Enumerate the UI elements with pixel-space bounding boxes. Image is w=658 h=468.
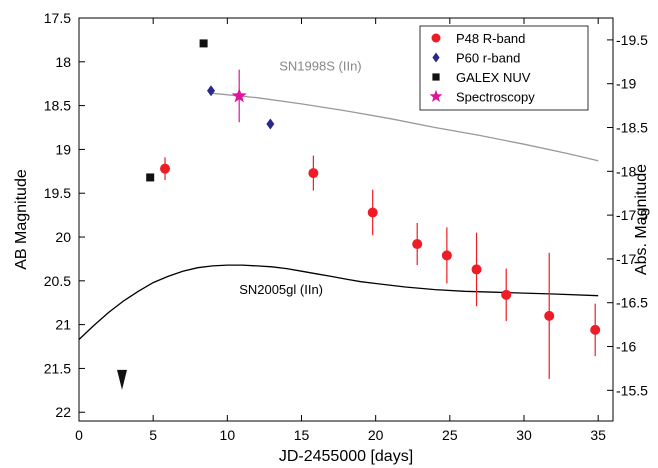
y2-tick-label: -17.5 — [616, 207, 648, 223]
square-marker — [432, 73, 440, 81]
y-tick-label: 22 — [55, 404, 71, 420]
circle-marker — [501, 289, 512, 300]
y-tick-label: 21.5 — [44, 360, 71, 376]
diamond-marker — [207, 85, 216, 97]
y2-tick-label: -19.5 — [616, 32, 648, 48]
legend-label: P48 R-band — [456, 31, 525, 46]
x-tick-label: 25 — [442, 427, 458, 443]
y-tick-label: 17.5 — [44, 10, 71, 26]
x-tick-label: 10 — [220, 427, 236, 443]
y2-tick-label: -15.5 — [616, 382, 648, 398]
x-tick-label: 0 — [75, 427, 83, 443]
y2-tick-label: -18.5 — [616, 120, 648, 136]
legend: P48 R-band P60 r-band GALEX NUV Spectroscop… — [419, 25, 589, 111]
circle-marker — [471, 264, 482, 275]
y-tick-label: 19.5 — [44, 185, 71, 201]
y2-tick-label: -18 — [616, 163, 636, 179]
star-marker — [429, 89, 443, 102]
y2-axis-label: Abs. Magnitude — [633, 164, 650, 275]
y-axis-label: AB Magnitude — [13, 169, 30, 270]
circle-marker — [367, 207, 378, 218]
star-marker — [231, 88, 247, 103]
x-tick-label: 30 — [516, 427, 532, 443]
circle-marker — [590, 324, 601, 335]
y-tick-label: 19 — [55, 141, 71, 157]
error-bars — [164, 69, 596, 379]
x-axis-ticks: 0 5 10 15 20 25 30 35 — [75, 18, 606, 443]
y-tick-label: 21 — [55, 317, 71, 333]
curve-label: SN2005gl (IIn) — [239, 282, 323, 297]
square-marker — [146, 173, 155, 182]
legend-box — [419, 25, 589, 111]
y2-tick-label: -17 — [616, 251, 636, 267]
y-tick-label: 18.5 — [44, 98, 71, 114]
y2-tick-label: -16.5 — [616, 295, 648, 311]
y-tick-label: 20.5 — [44, 273, 71, 289]
circle-marker — [544, 310, 555, 321]
model-curve — [212, 92, 599, 162]
x-tick-label: 20 — [368, 427, 384, 443]
y-axis-ticks: 17.5 18 18.5 19 19.5 20 20.5 21 21.5 22 — [44, 10, 85, 420]
circle-marker — [308, 168, 319, 179]
square-marker — [199, 39, 208, 48]
data-markers — [117, 39, 601, 390]
legend-label: P60 r-band — [456, 51, 520, 66]
legend-label: Spectroscopy — [456, 90, 535, 105]
circle-marker — [441, 250, 452, 261]
x-tick-label: 15 — [294, 427, 310, 443]
circle-marker — [412, 239, 423, 250]
y-tick-label: 18 — [55, 54, 71, 70]
diamond-marker — [266, 118, 275, 130]
x-tick-label: 35 — [590, 427, 606, 443]
upper-limit-marker — [117, 369, 128, 390]
legend-label: GALEX NUV — [456, 70, 531, 85]
y2-tick-label: -19 — [616, 76, 636, 92]
circle-marker — [431, 33, 441, 43]
y-tick-label: 20 — [55, 229, 71, 245]
model-curve — [78, 264, 599, 340]
x-axis-label: JD-2455000 [days] — [279, 448, 413, 465]
y2-axis-ticks: -19.5 -19 -18.5 -18 -17.5 -17 -16.5 -16 -15.5 — [607, 32, 648, 398]
model-curves: SN1998S (IIn) SN2005gl (IIn) — [78, 59, 599, 340]
y2-tick-label: -16 — [616, 339, 636, 355]
x-tick-label: 5 — [149, 427, 157, 443]
curve-label: SN1998S (IIn) — [279, 59, 361, 74]
diamond-marker — [432, 52, 440, 63]
circle-marker — [160, 163, 171, 174]
plot-frame — [78, 17, 614, 422]
